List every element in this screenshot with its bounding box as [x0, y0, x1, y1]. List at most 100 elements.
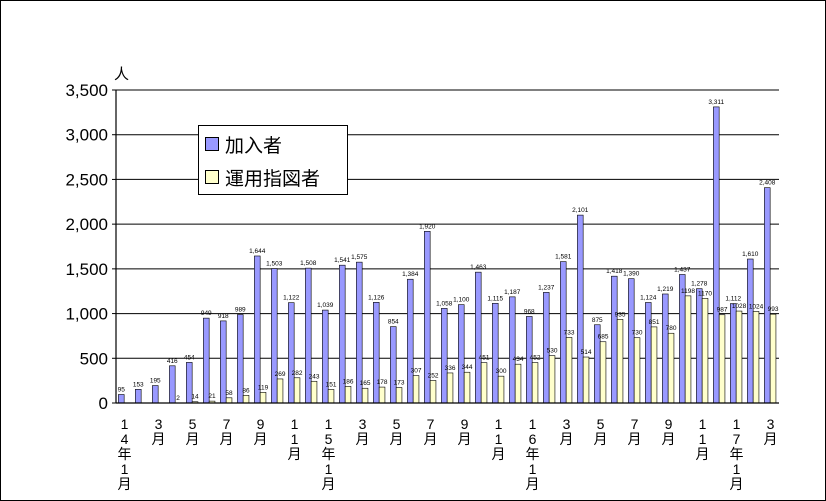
bar [288, 302, 295, 404]
data-label: 1,503 [266, 261, 283, 268]
y-tick-label: 500 [80, 349, 108, 368]
x-tick-label-char: 月 [730, 476, 744, 492]
data-label: 2,408 [759, 180, 776, 187]
x-tick-label-char: 9 [257, 416, 265, 432]
data-label: 21 [208, 393, 216, 400]
legend-label-series-2: 運用指図者 [225, 167, 321, 190]
x-tick-label-char: 月 [390, 431, 404, 447]
data-label: 1,058 [436, 300, 453, 307]
bar [645, 302, 652, 404]
legend-swatch-series-2 [205, 170, 219, 184]
x-tick-label-char: 年 [730, 446, 744, 462]
data-label: 1,126 [368, 294, 385, 301]
bar [344, 386, 352, 404]
data-label: 173 [394, 380, 405, 387]
data-label: 165 [360, 380, 371, 387]
bar [271, 268, 278, 404]
legend-swatch-series-1 [205, 137, 219, 151]
y-tick-label: 3,500 [65, 81, 108, 100]
bar [718, 314, 726, 404]
bar [730, 303, 737, 404]
x-tick-label-char: 年 [118, 446, 132, 462]
legend-label-series-1: 加入者 [225, 134, 283, 157]
data-label: 3,311 [708, 99, 724, 106]
bar [259, 392, 267, 404]
y-tick-label: 1,500 [65, 260, 108, 279]
x-tick-label-char: 3 [563, 416, 571, 432]
bar [480, 362, 488, 404]
bar [667, 332, 675, 404]
bar [305, 267, 312, 404]
data-label: 1,463 [470, 264, 487, 271]
bar [696, 288, 703, 404]
data-label: 1,115 [487, 295, 503, 302]
data-label: 851 [649, 319, 660, 326]
bar [169, 365, 176, 404]
x-tick-label-char: 1 [529, 461, 537, 477]
x-tick-label-char: 月 [662, 431, 676, 447]
bar [514, 363, 522, 404]
x-tick-label-char: 3 [767, 416, 775, 432]
data-label: 968 [524, 308, 535, 315]
y-tick-label: 2,000 [65, 215, 108, 234]
data-label: 1,644 [249, 248, 266, 255]
data-label: 854 [388, 319, 399, 326]
x-tick-label-char: 9 [665, 416, 673, 432]
data-label: 307 [411, 368, 422, 375]
bar [378, 386, 386, 404]
x-tick-label-char: 4 [121, 431, 129, 447]
bar [599, 341, 607, 404]
x-tick-label-char: 7 [631, 416, 639, 432]
data-label: 2 [176, 395, 180, 402]
x-tick-label-char: 1 [291, 416, 299, 432]
bar [327, 389, 335, 404]
bar [407, 278, 414, 404]
x-tick-label-char: 年 [322, 446, 336, 462]
bar [650, 326, 658, 404]
bar [310, 380, 318, 404]
data-label: 1,112 [725, 296, 741, 303]
data-label: 1,122 [283, 295, 300, 302]
data-label: 452 [530, 355, 541, 362]
x-tick-label-char: 月 [288, 446, 302, 462]
data-label: 454 [184, 354, 195, 361]
x-tick-label-char: 3 [359, 416, 367, 432]
data-label: 95 [118, 387, 126, 394]
data-label: 282 [292, 370, 303, 377]
data-label: 685 [598, 334, 609, 341]
x-tick-label-char: 年 [526, 446, 540, 462]
bar [611, 275, 618, 404]
data-label: 1,418 [606, 268, 623, 275]
x-tick-label-char: 1 [529, 416, 537, 432]
data-label: 514 [581, 349, 592, 356]
bar [713, 106, 720, 404]
x-tick-label-char: 7 [427, 416, 435, 432]
x-tick-label-char: 月 [594, 431, 608, 447]
y-tick-label: 1,000 [65, 305, 108, 324]
bar [492, 302, 499, 404]
data-label: 1,187 [504, 289, 521, 296]
x-tick-label-char: 月 [254, 431, 268, 447]
x-tick-label-char: 月 [322, 476, 336, 492]
bar [293, 377, 301, 404]
bar [769, 313, 777, 404]
legend-item-series-2: 運用指図者 [199, 162, 347, 192]
x-tick-label-char: 月 [152, 431, 166, 447]
bar [684, 295, 692, 404]
data-label: 58 [225, 390, 233, 397]
bar [242, 395, 250, 404]
data-label: 1024 [749, 303, 764, 310]
x-tick-label-char: 9 [461, 416, 469, 432]
data-label: 178 [377, 379, 388, 386]
x-tick-label-char: 5 [189, 416, 197, 432]
data-label: 186 [343, 378, 354, 385]
x-tick-label-char: 月 [424, 431, 438, 447]
bar [276, 378, 284, 404]
bar [135, 389, 142, 404]
data-label: 1170 [698, 290, 712, 297]
data-label: 993 [768, 306, 779, 313]
bar [429, 380, 437, 404]
bar [633, 337, 641, 404]
bar [446, 372, 454, 404]
